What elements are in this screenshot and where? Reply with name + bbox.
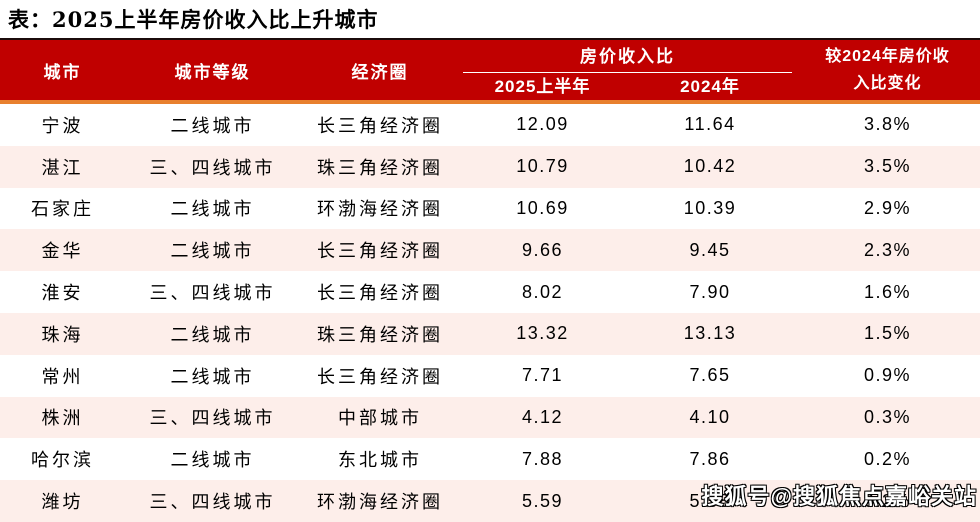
- cell-city-tier: 二线城市: [170, 199, 255, 221]
- cell-city-tier: 二线城市: [170, 115, 255, 137]
- cell-city: 哈尔滨: [31, 450, 94, 472]
- header-ratio-2025h1: 2025上半年: [494, 77, 591, 96]
- cell-city: 宁波: [41, 115, 84, 137]
- cell-ratio-2025h1: 13.32: [516, 323, 569, 344]
- cell-city-tier: 二线城市: [170, 366, 255, 388]
- cell-economic-circle: 环渤海经济圈: [317, 199, 443, 221]
- cell-ratio-2025h1: 7.88: [521, 448, 564, 469]
- header-city: 城市: [43, 62, 82, 83]
- cell-city: 金华: [41, 241, 84, 263]
- cell-city-tier: 二线城市: [170, 241, 255, 263]
- table-row: 湛江 三、四线城市 珠三角经济圈 10.79 10.42 3.5%: [0, 145, 980, 188]
- table-body: 宁波 二线城市 长三角经济圈 12.09 11.64 3.8% 湛江 三、四线城…: [0, 104, 980, 522]
- cell-city: 珠海: [41, 324, 84, 346]
- cell-ratio-2024: 5.58: [689, 490, 731, 511]
- cell-ratio-2025h1: 10.79: [516, 156, 569, 177]
- cell-change-vs-2024: 0.3%: [863, 406, 912, 427]
- cell-ratio-2025h1: 9.66: [521, 239, 564, 260]
- cell-city: 淮安: [41, 283, 84, 305]
- table-row: 珠海 二线城市 珠三角经济圈 13.32 13.13 1.5%: [0, 312, 980, 355]
- cell-ratio-2025h1: 8.02: [521, 281, 564, 302]
- cell-city-tier: 三、四线城市: [149, 492, 276, 514]
- cell-city-tier: 二线城市: [170, 324, 255, 346]
- table-row: 石家庄 二线城市 环渤海经济圈 10.69 10.39 2.9%: [0, 187, 980, 230]
- cell-ratio-2025h1: 5.59: [521, 490, 564, 511]
- cell-city-tier: 三、四线城市: [149, 157, 276, 179]
- cell-change-vs-2024: 0.2%: [863, 490, 912, 511]
- cell-ratio-2024: 13.13: [683, 323, 737, 344]
- table-header: 城市 城市等级 经济圈 房价收入比 2025上半年 2024年 较2024年房价…: [0, 38, 980, 104]
- cell-economic-circle: 长三角经济圈: [317, 366, 443, 388]
- header-ratio-2024: 2024年: [680, 77, 740, 96]
- cell-economic-circle: 中部城市: [338, 408, 422, 430]
- cell-ratio-2024: 7.65: [689, 365, 731, 386]
- cell-economic-circle: 长三角经济圈: [317, 283, 443, 305]
- cell-change-vs-2024: 3.8%: [863, 114, 912, 135]
- table-row: 哈尔滨 二线城市 东北城市 7.88 7.86 0.2%: [0, 438, 980, 481]
- header-ratio-group: 房价收入比: [463, 40, 792, 73]
- cell-economic-circle: 长三角经济圈: [317, 241, 443, 263]
- cell-change-vs-2024: 1.6%: [863, 281, 912, 302]
- watermark: 搜狐号@搜狐焦点嘉峪关站: [701, 483, 977, 509]
- cell-city: 潍坊: [41, 492, 84, 514]
- cell-ratio-2024: 11.64: [684, 114, 736, 135]
- table-row: 金华 二线城市 长三角经济圈 9.66 9.45 2.3%: [0, 229, 980, 272]
- cell-ratio-2025h1: 7.71: [521, 365, 564, 386]
- cell-city: 湛江: [41, 157, 84, 179]
- cell-economic-circle: 珠三角经济圈: [317, 324, 443, 346]
- header-city-tier: 城市等级: [174, 62, 251, 83]
- table-row: 潍坊 三、四线城市 环渤海经济圈 5.59 5.58 0.2%: [0, 480, 980, 522]
- cell-change-vs-2024: 0.2%: [863, 448, 912, 469]
- table-row: 常州 二线城市 长三角经济圈 7.71 7.65 0.9%: [0, 354, 980, 397]
- cell-ratio-2024: 7.86: [689, 448, 731, 469]
- cell-economic-circle: 东北城市: [338, 450, 422, 472]
- cell-ratio-2025h1: 4.12: [521, 406, 564, 427]
- cell-ratio-2024: 9.45: [689, 239, 731, 260]
- cell-city: 石家庄: [31, 199, 94, 221]
- cell-ratio-2024: 10.39: [683, 197, 737, 218]
- cell-city-tier: 三、四线城市: [149, 408, 276, 430]
- cell-city: 常州: [41, 366, 84, 388]
- cell-change-vs-2024: 3.5%: [863, 156, 912, 177]
- table-row: 株洲 三、四线城市 中部城市 4.12 4.10 0.3%: [0, 396, 980, 439]
- cell-ratio-2025h1: 10.69: [516, 197, 569, 218]
- header-change-vs-2024: 较2024年房价收入比变化: [825, 47, 950, 92]
- cell-economic-circle: 长三角经济圈: [317, 115, 443, 137]
- header-economic-circle: 经济圈: [351, 62, 409, 83]
- cell-ratio-2025h1: 12.09: [516, 114, 569, 135]
- cell-change-vs-2024: 0.9%: [863, 365, 912, 386]
- cell-ratio-2024: 10.42: [683, 156, 737, 177]
- cell-change-vs-2024: 1.5%: [863, 323, 912, 344]
- table-row: 淮安 三、四线城市 长三角经济圈 8.02 7.90 1.6%: [0, 271, 980, 313]
- cell-city-tier: 二线城市: [170, 450, 255, 472]
- cell-ratio-2024: 7.90: [689, 281, 731, 302]
- cell-city-tier: 三、四线城市: [149, 283, 276, 305]
- cell-change-vs-2024: 2.9%: [863, 197, 912, 218]
- table-title: 表：2025上半年房价收入比上升城市: [8, 7, 379, 32]
- cell-economic-circle: 环渤海经济圈: [317, 492, 443, 514]
- cell-economic-circle: 珠三角经济圈: [317, 157, 443, 179]
- cell-city: 株洲: [41, 408, 84, 430]
- cell-change-vs-2024: 2.3%: [863, 239, 912, 260]
- cell-ratio-2024: 4.10: [689, 406, 731, 427]
- table-row: 宁波 二线城市 长三角经济圈 12.09 11.64 3.8%: [0, 104, 980, 146]
